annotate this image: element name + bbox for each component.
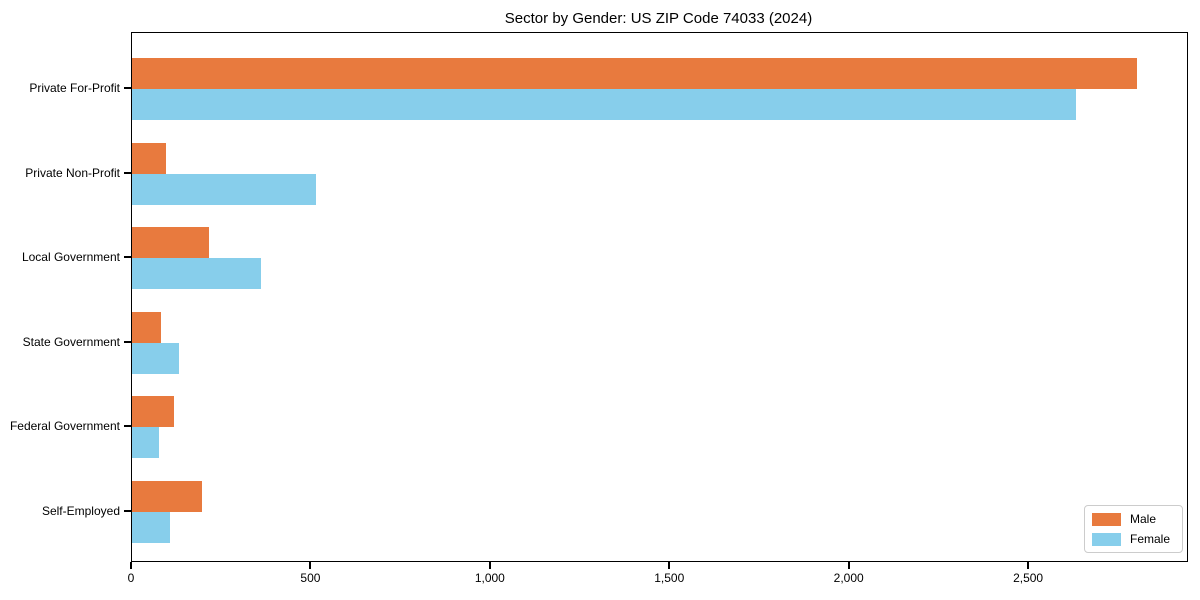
y-category-label: Private For-Profit bbox=[29, 81, 120, 95]
bar-male-private-non-profit bbox=[132, 142, 167, 174]
bar-male-private-for-profit bbox=[132, 58, 1137, 89]
plot-area bbox=[131, 32, 1188, 562]
bar-male-local-government bbox=[132, 227, 210, 259]
x-tick-mark bbox=[130, 562, 132, 569]
y-tick-mark bbox=[124, 340, 131, 343]
x-tick-mark bbox=[309, 562, 312, 569]
y-category-label: Private Non-Profit bbox=[25, 165, 120, 180]
x-tick-mark bbox=[847, 562, 850, 569]
y-tick-mark bbox=[124, 256, 131, 259]
legend-label-female: Female bbox=[1129, 532, 1170, 546]
x-tick-label: 500 bbox=[300, 571, 321, 585]
x-tick-label: 0 bbox=[127, 571, 135, 585]
bar-female-private-for-profit bbox=[132, 89, 1076, 120]
chart-title: Sector by Gender: US ZIP Code 74033 (202… bbox=[504, 10, 813, 27]
bar-female-self-employed bbox=[132, 512, 171, 543]
x-tick-mark bbox=[488, 562, 491, 569]
legend-item-female: Female bbox=[1091, 532, 1170, 546]
y-category-label: Federal Government bbox=[9, 419, 120, 434]
x-tick-label: 1,000 bbox=[474, 571, 505, 585]
x-tick-label: 2,000 bbox=[833, 571, 864, 585]
x-tick-label: 1,500 bbox=[654, 571, 685, 585]
y-tick-mark bbox=[124, 171, 131, 174]
y-category-label: Local Government bbox=[21, 250, 120, 265]
y-tick-mark bbox=[124, 510, 131, 512]
x-tick-mark bbox=[1027, 562, 1030, 569]
y-tick-mark bbox=[124, 425, 131, 428]
bar-male-federal-government bbox=[132, 396, 175, 428]
legend-item-male: Male bbox=[1091, 512, 1170, 526]
bar-female-state-government bbox=[132, 342, 179, 374]
bar-male-self-employed bbox=[132, 481, 202, 512]
legend-swatch-female bbox=[1091, 532, 1121, 546]
x-tick-mark bbox=[668, 562, 671, 569]
legend-label-male: Male bbox=[1129, 512, 1156, 526]
legend-swatch-male bbox=[1091, 512, 1121, 526]
bar-female-private-non-profit bbox=[132, 173, 317, 205]
y-category-label: Self-Employed bbox=[41, 504, 120, 518]
x-tick-label: 2,500 bbox=[1013, 571, 1044, 585]
legend: Male Female bbox=[1083, 505, 1183, 553]
y-category-label: State Government bbox=[22, 334, 120, 349]
y-tick-mark bbox=[124, 87, 131, 89]
bar-female-federal-government bbox=[132, 427, 160, 459]
bar-female-local-government bbox=[132, 258, 262, 290]
bar-male-state-government bbox=[132, 311, 161, 343]
